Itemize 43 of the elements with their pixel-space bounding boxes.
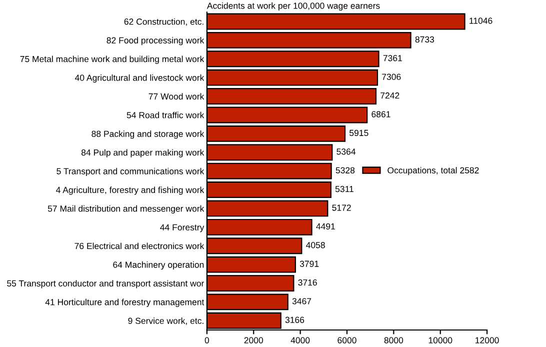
y-tick-label: 64 Machinery operation [113, 261, 204, 270]
data-label: 3791 [300, 260, 319, 267]
y-tick-label: 62 Construction, etc. [124, 18, 204, 26]
y-tick-label: 75 Metal machine work and building metal work [20, 56, 204, 64]
x-tick-label: 4000 [290, 337, 310, 344]
y-tick-label: 44 Forestry [160, 224, 204, 232]
data-label: 3166 [285, 316, 304, 323]
legend-label: Occupations, total 2582 [388, 166, 479, 176]
data-label: 5915 [350, 130, 368, 136]
data-label: 3716 [298, 279, 317, 286]
y-tick-label: 40 Agricultural and livestock work [74, 74, 204, 83]
y-tick-label: 88 Packing and storage work [92, 130, 204, 139]
data-label: 8733 [415, 36, 434, 43]
y-tick-label: 55 Transport conductor and transport assistant wor [7, 280, 204, 288]
y-tick-label: 4 Agriculture, forestry and fishing work [56, 186, 204, 195]
data-label: 4491 [316, 223, 335, 230]
chart-title: Accidents at work per 100,000 wage earners [206, 2, 380, 11]
y-tick-label: 54 Road traffic work [126, 112, 204, 118]
data-label: 5328 [336, 167, 355, 174]
data-label: 6861 [372, 111, 390, 118]
data-label: 7306 [382, 74, 401, 80]
y-tick-label: 82 Food processing work [106, 37, 204, 46]
y-tick-label: 76 Electrical and electronics work [74, 242, 204, 250]
x-tick-label: 6000 [338, 337, 356, 344]
x-tick-label: 0 [204, 337, 210, 344]
data-label: 5311 [335, 186, 354, 192]
y-tick-label: 57 Mail distribution and messenger work [48, 205, 204, 214]
data-label: 5364 [336, 148, 356, 155]
data-label: 3467 [292, 298, 312, 304]
y-tick-label: 5 Transport and communications work [56, 168, 204, 176]
x-tick-label: 12000 [476, 337, 499, 344]
x-tick-label: 10000 [428, 337, 452, 344]
data-label: 11046 [470, 18, 492, 24]
y-tick-label: 77 Wood work [148, 93, 204, 100]
data-label: 5172 [332, 204, 351, 211]
y-tick-label: 84 Pulp and paper making work [81, 149, 204, 158]
y-tick-label: 41 Horticulture and forestry management [45, 298, 204, 307]
x-tick-label: 2000 [244, 337, 264, 344]
data-label: 4058 [306, 242, 325, 248]
data-label: 7361 [383, 55, 402, 62]
x-tick-label: 8000 [384, 337, 404, 344]
y-tick-label: 9 Service work, etc. [128, 317, 204, 325]
data-label: 7242 [380, 92, 400, 99]
